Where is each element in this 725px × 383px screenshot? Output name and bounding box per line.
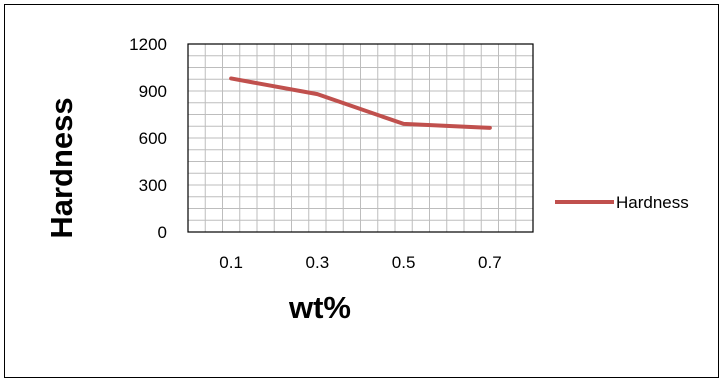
chart-frame xyxy=(4,4,719,378)
x-tick-labels: 0.1 0.3 0.5 0.7 xyxy=(219,253,501,272)
x-tick-label: 0.5 xyxy=(392,253,416,272)
legend: Hardness xyxy=(555,193,689,212)
plot-area xyxy=(187,43,534,233)
series-line-hardness xyxy=(229,76,492,130)
x-tick-label: 0.1 xyxy=(219,253,243,272)
y-axis-title: Hardness xyxy=(44,97,79,238)
y-tick-label: 0 xyxy=(158,223,167,242)
x-tick-label: 0.7 xyxy=(478,253,502,272)
grid-lines xyxy=(188,44,533,232)
y-tick-labels: 0 300 600 900 1200 xyxy=(129,35,167,242)
y-tick-label: 300 xyxy=(139,176,167,195)
x-axis-title: wt% xyxy=(288,290,351,325)
y-tick-label: 1200 xyxy=(129,35,167,54)
series-lines xyxy=(229,76,492,130)
legend-label-hardness: Hardness xyxy=(616,193,689,212)
y-tick-label: 600 xyxy=(139,129,167,148)
y-tick-label: 900 xyxy=(139,82,167,101)
x-tick-label: 0.3 xyxy=(306,253,330,272)
